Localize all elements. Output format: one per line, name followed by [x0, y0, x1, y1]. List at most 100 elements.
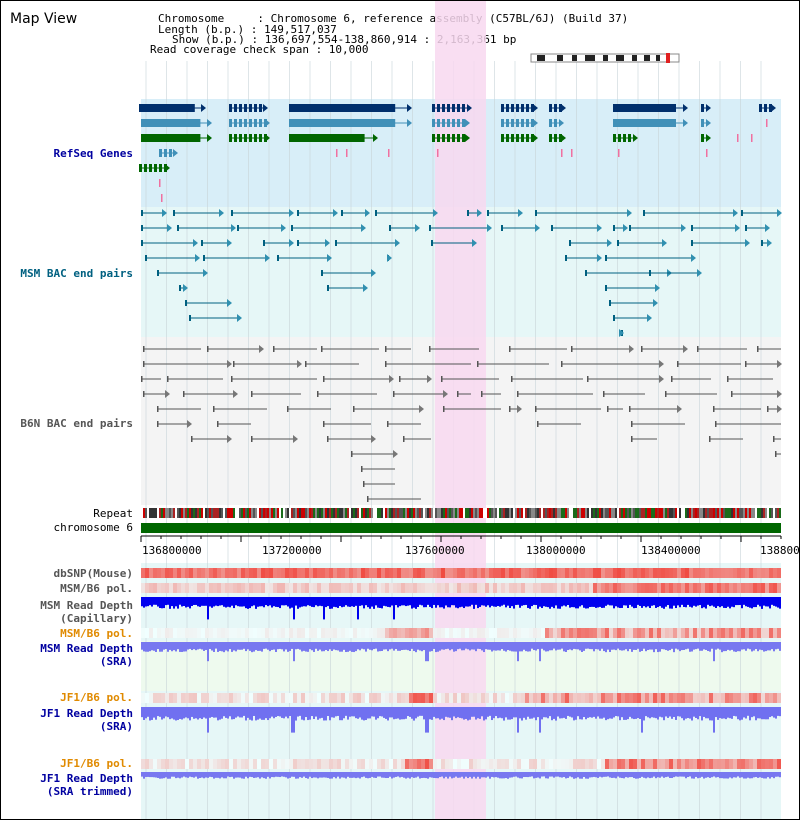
pol-cell [305, 759, 309, 769]
repeat-element [411, 508, 413, 518]
msm-b6-pol-heatmap[interactable] [141, 583, 781, 593]
depth-bar [323, 642, 325, 652]
depth-bar [271, 597, 273, 608]
depth-bar [347, 642, 349, 652]
pol-cell [345, 628, 349, 638]
pol-cell [385, 759, 389, 769]
depth-bar [549, 707, 551, 717]
jf1-read-depth-sra[interactable] [141, 707, 781, 733]
pol-cell [473, 568, 477, 578]
pol-cell [713, 568, 717, 578]
label-msm-bac[interactable]: MSM BAC end pairs [20, 267, 133, 280]
depth-bar [235, 707, 237, 718]
depth-bar [655, 642, 657, 650]
pol-cell [185, 568, 189, 578]
depth-bar [271, 642, 273, 650]
depth-bar [549, 642, 551, 651]
pol-cell [465, 628, 469, 638]
label-msm-b6-pol-2[interactable]: MSM/B6 pol. [60, 627, 133, 640]
pol-cell [577, 759, 581, 769]
repeat-element [567, 508, 569, 518]
b6n-bac-end-arrow [427, 375, 432, 383]
pol-cell [741, 568, 745, 578]
label-jf1-read-depth-trim[interactable]: JF1 Read Depth [40, 772, 133, 785]
depth-bar [489, 597, 491, 608]
depth-bar [637, 642, 639, 649]
pol-cell [405, 693, 409, 703]
repeat-element [573, 508, 575, 518]
depth-bar [493, 642, 495, 651]
pol-cell [245, 693, 249, 703]
depth-bar [433, 642, 435, 649]
repeat-element [349, 508, 351, 518]
depth-bar [233, 707, 235, 720]
depth-bar [265, 597, 267, 606]
label-jf1-b6-pol-2[interactable]: JF1/B6 pol. [60, 757, 133, 770]
msm-read-depth-sra[interactable] [141, 642, 781, 662]
label-msm-read-depth-cap[interactable]: MSM Read Depth [40, 599, 133, 612]
depth-bar [755, 707, 757, 721]
repeat-element [155, 508, 157, 518]
msm-bac-end [535, 210, 537, 216]
repeat-element [397, 508, 399, 518]
label-dbsnp[interactable]: dbSNP(Mouse) [53, 567, 133, 580]
jf1-b6-pol-heatmap-2[interactable] [141, 759, 781, 769]
depth-bar [413, 772, 415, 778]
depth-bar [763, 597, 765, 606]
refseq-genes-track[interactable] [139, 104, 776, 202]
label-repeat: Repeat [93, 507, 133, 520]
depth-bar [409, 707, 411, 717]
gene-exon [447, 134, 450, 142]
depth-bar [739, 597, 741, 606]
label-msm-read-depth-sra[interactable]: MSM Read Depth [40, 642, 133, 655]
depth-bar [343, 642, 345, 650]
repeat-element [141, 508, 143, 518]
depth-bar [731, 642, 733, 650]
pol-cell [313, 583, 317, 593]
msm-bac-end-pairs-track[interactable] [141, 209, 782, 337]
depth-bar [603, 642, 605, 652]
depth-bar [387, 772, 389, 778]
pol-cell [525, 568, 529, 578]
pol-cell [689, 759, 693, 769]
depth-bar [181, 707, 183, 720]
msm-b6-pol-heatmap-2[interactable] [141, 628, 781, 638]
jf1-read-depth-sra-trimmed[interactable] [141, 772, 781, 779]
pol-cell [353, 759, 357, 769]
label-jf1-read-depth-sra[interactable]: JF1 Read Depth [40, 707, 133, 720]
depth-bar [757, 642, 759, 652]
pol-cell [153, 583, 157, 593]
msm-bac-end-arrow [607, 239, 612, 247]
dbsnp-heatmap[interactable] [141, 568, 781, 578]
pol-cell [301, 568, 305, 578]
chromosome-bar[interactable] [141, 523, 781, 533]
label-msm-b6-pol[interactable]: MSM/B6 pol. [60, 582, 133, 595]
repeat-element [657, 508, 659, 518]
repeat-element [641, 508, 643, 518]
depth-bar [431, 597, 433, 609]
depth-bar [529, 707, 531, 719]
depth-bar [231, 597, 233, 606]
pol-cell [665, 583, 669, 593]
depth-bar [453, 707, 455, 717]
b6n-bac-end [603, 391, 605, 397]
chromosome-ideogram[interactable] [530, 53, 680, 63]
gene-exon-block [141, 134, 201, 142]
jf1-b6-pol-heatmap[interactable] [141, 693, 781, 703]
pol-cell [321, 568, 325, 578]
pol-cell [357, 628, 361, 638]
label-refseq-genes[interactable]: RefSeq Genes [53, 147, 133, 160]
b6n-bac-end-pairs-track[interactable] [141, 345, 782, 502]
depth-bar [283, 707, 285, 719]
pol-cell [265, 759, 269, 769]
depth-bar [207, 642, 209, 662]
pol-cell [617, 628, 621, 638]
label-b6n-bac[interactable]: B6N BAC end pairs [20, 417, 133, 430]
msm-read-depth-capillary[interactable] [141, 597, 781, 620]
depth-bar [597, 707, 599, 717]
repeat-track[interactable] [141, 508, 781, 518]
pol-cell [277, 568, 281, 578]
pol-cell [353, 693, 357, 703]
repeat-element [355, 508, 357, 518]
label-jf1-b6-pol[interactable]: JF1/B6 pol. [60, 691, 133, 704]
